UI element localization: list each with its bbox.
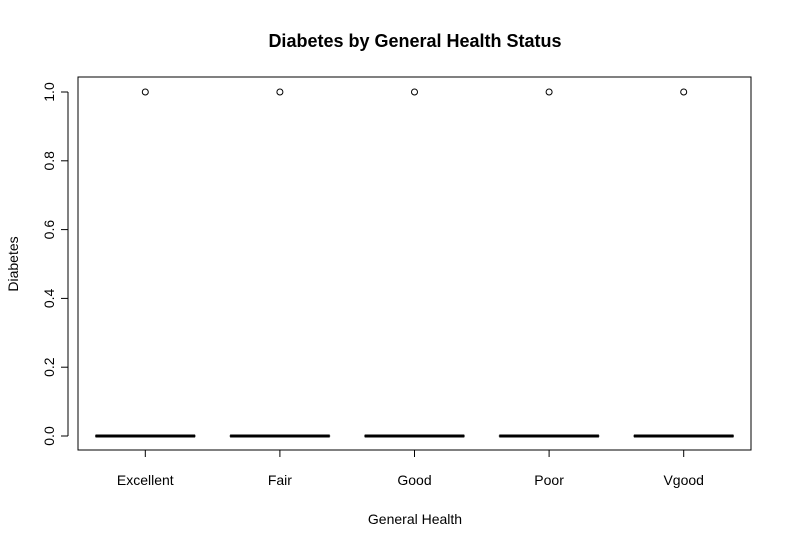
y-axis-label: Diabetes <box>5 236 21 291</box>
x-tick-label: Poor <box>534 472 564 488</box>
x-tick-label: Fair <box>268 472 292 488</box>
chart-title: Diabetes by General Health Status <box>268 31 561 51</box>
outlier-point <box>276 88 284 96</box>
y-tick-label: 0.2 <box>41 357 57 377</box>
outlier-point <box>680 88 688 96</box>
y-tick-label: 0.0 <box>41 426 57 446</box>
y-axis: 0.0 0.2 0.4 0.6 0.8 1.0 <box>41 82 69 446</box>
box-poor <box>498 88 600 438</box>
y-tick-label: 0.6 <box>41 220 57 240</box>
outlier-point <box>545 88 553 96</box>
box-fair <box>229 88 331 438</box>
boxes-group <box>94 88 735 438</box>
x-tick-label: Vgood <box>663 472 703 488</box>
x-axis-label: General Health <box>368 511 462 527</box>
y-tick-label: 0.8 <box>41 151 57 171</box>
x-axis: Excellent Fair Good Poor Vgood <box>117 449 704 488</box>
x-tick-label: Good <box>397 472 431 488</box>
outlier-point <box>141 88 149 96</box>
y-tick-label: 0.4 <box>41 288 57 308</box>
box-vgood <box>633 88 735 438</box>
box-good <box>364 88 465 438</box>
plot-frame <box>77 76 752 451</box>
y-tick-label: 1.0 <box>41 82 57 102</box>
box-excellent <box>94 88 196 438</box>
x-tick-label: Excellent <box>117 472 174 488</box>
outlier-point <box>411 88 418 96</box>
